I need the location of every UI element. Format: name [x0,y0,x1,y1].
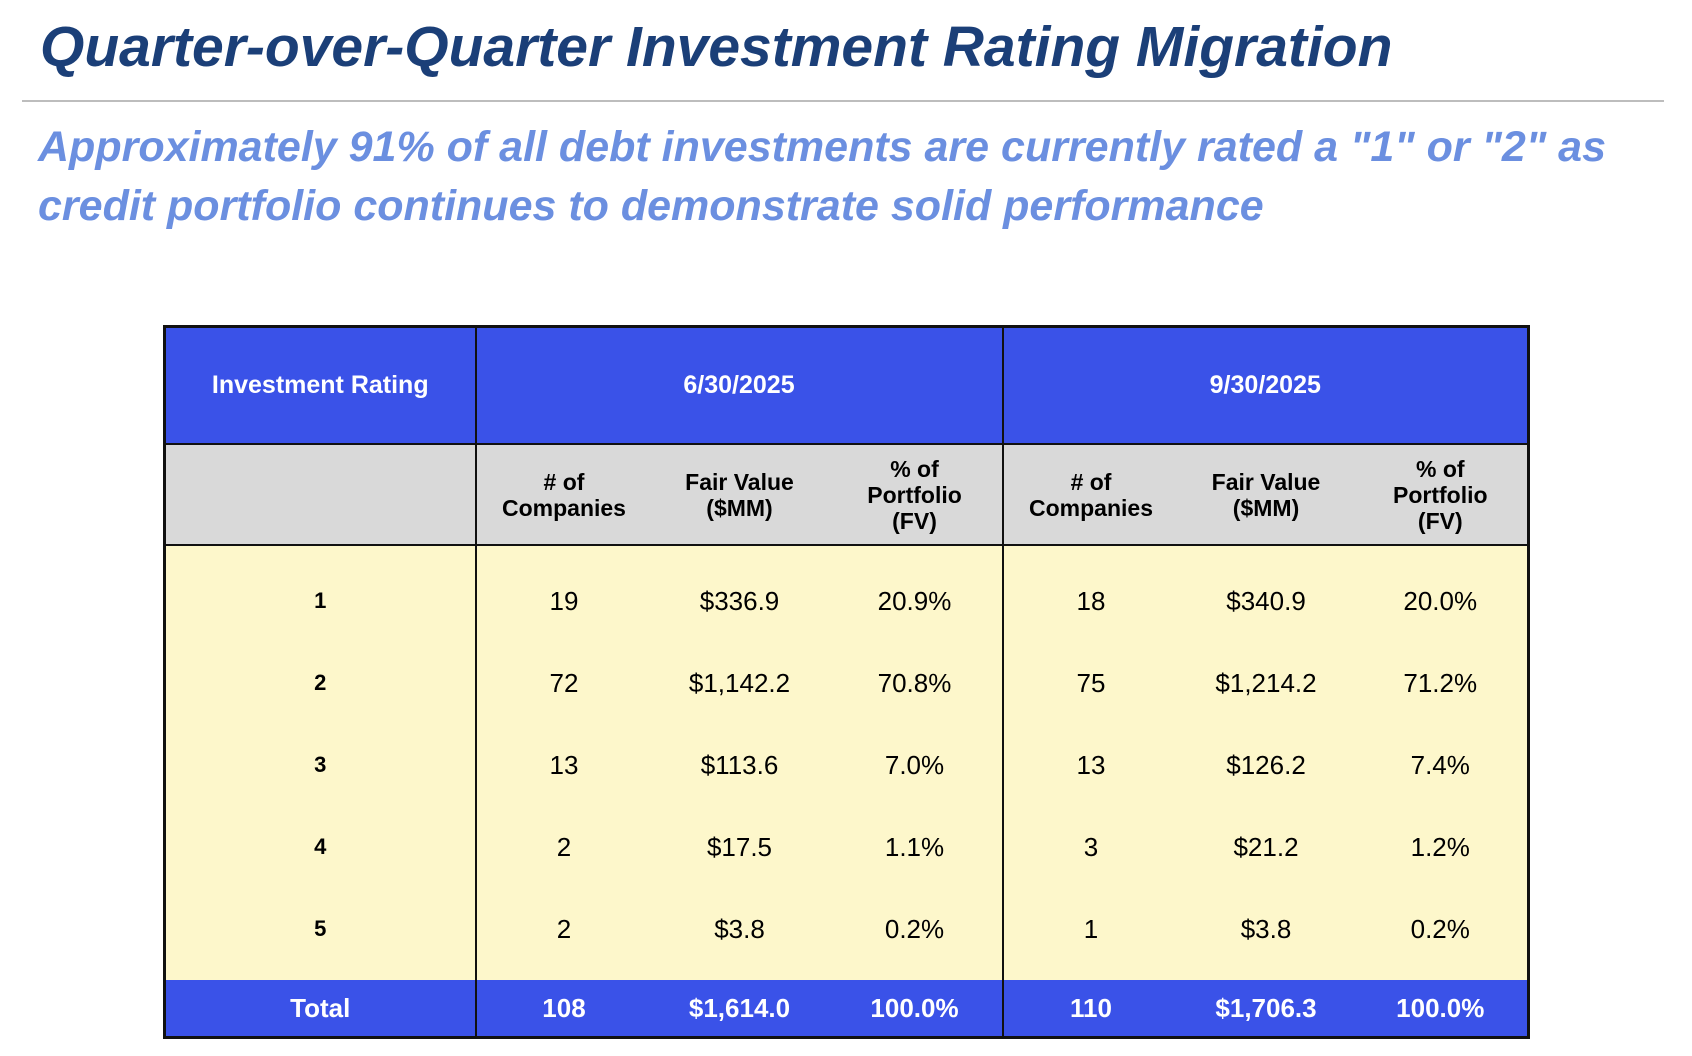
divider [22,100,1664,102]
data-cell: 72 [475,642,652,724]
data-row: 3 13 $113.6 7.0% 13 $126.2 7.4% [164,724,1529,806]
data-cell: $3.8 [651,888,828,980]
header-row: Investment Rating 6/30/2025 9/30/2025 [164,326,1529,445]
subheader-cell: # of Companies [1002,444,1179,546]
data-cell: $3.8 [1178,888,1354,980]
header-cell: 6/30/2025 [475,326,1004,445]
data-cell: $17.5 [651,806,828,888]
total-cell: 100.0% [827,980,1004,1038]
data-cell: $1,142.2 [651,642,828,724]
subheader-row: # of Companies Fair Value ($MM)% of Portf… [164,444,1529,546]
data-cell: 2 [475,806,652,888]
subheader-cell: % of Portfolio (FV) [1353,444,1529,546]
title: Quarter-over-Quarter Investment Rating M… [40,15,1393,79]
data-cell: $1,214.2 [1178,642,1354,724]
data-cell: $126.2 [1178,724,1354,806]
data-cell: 5 [164,888,477,980]
subheader-cell: # of Companies [475,444,652,546]
total-cell: 110 [1002,980,1179,1038]
data-cell: 0.2% [1353,888,1529,980]
total-cell: 108 [475,980,652,1038]
data-cell: $113.6 [651,724,828,806]
total-cell: 100.0% [1353,980,1529,1038]
data-cell: 0.2% [827,888,1004,980]
data-cell: 1.2% [1353,806,1529,888]
total-cell: $1,614.0 [651,980,828,1038]
data-row: 1 19 $336.9 20.9% 18 $340.9 20.0% [164,545,1529,642]
data-cell: 19 [475,545,652,642]
total-row: Total 108 $1,614.0 100.0% 110 $1,706.3 100.0% [164,980,1529,1038]
data-cell: 2 [164,642,477,724]
header-cell: Investment Rating [164,326,477,445]
data-cell: 1 [164,545,477,642]
data-cell: 1 [1002,888,1179,980]
total-cell: Total [164,980,477,1038]
data-row: 5 2 $3.8 0.2% 1 $3.8 0.2% [164,888,1529,980]
data-cell: $340.9 [1178,545,1354,642]
header-cell: 9/30/2025 [1002,326,1529,445]
data-cell: $336.9 [651,545,828,642]
subheader-cell: % of Portfolio (FV) [827,444,1004,546]
data-cell: $21.2 [1178,806,1354,888]
data-cell: 7.0% [827,724,1004,806]
data-cell: 18 [1002,545,1179,642]
total-cell: $1,706.3 [1178,980,1354,1038]
data-cell: 7.4% [1353,724,1529,806]
subtitle: Approximately 91% of all debt investment… [38,123,1606,230]
data-row: 2 72 $1,142.2 70.8% 75 $1,214.2 71.2% [164,642,1529,724]
rating-table: Investment Rating 6/30/2025 9/30/2025 # of … [163,325,1531,1039]
data-cell: 75 [1002,642,1179,724]
data-row: 4 2 $17.5 1.1% 3 $21.2 1.2% [164,806,1529,888]
subheader-cell: Fair Value ($MM) [1178,444,1354,546]
data-cell: 4 [164,806,477,888]
data-cell: 1.1% [827,806,1004,888]
data-cell: 3 [1002,806,1179,888]
data-cell: 13 [475,724,652,806]
subheader-cell: Fair Value ($MM) [651,444,828,546]
data-cell: 20.9% [827,545,1004,642]
data-cell: 3 [164,724,477,806]
data-cell: 71.2% [1353,642,1529,724]
data-cell: 2 [475,888,652,980]
subheader-cell [164,444,477,546]
data-cell: 20.0% [1353,545,1529,642]
data-cell: 13 [1002,724,1179,806]
data-cell: 70.8% [827,642,1004,724]
